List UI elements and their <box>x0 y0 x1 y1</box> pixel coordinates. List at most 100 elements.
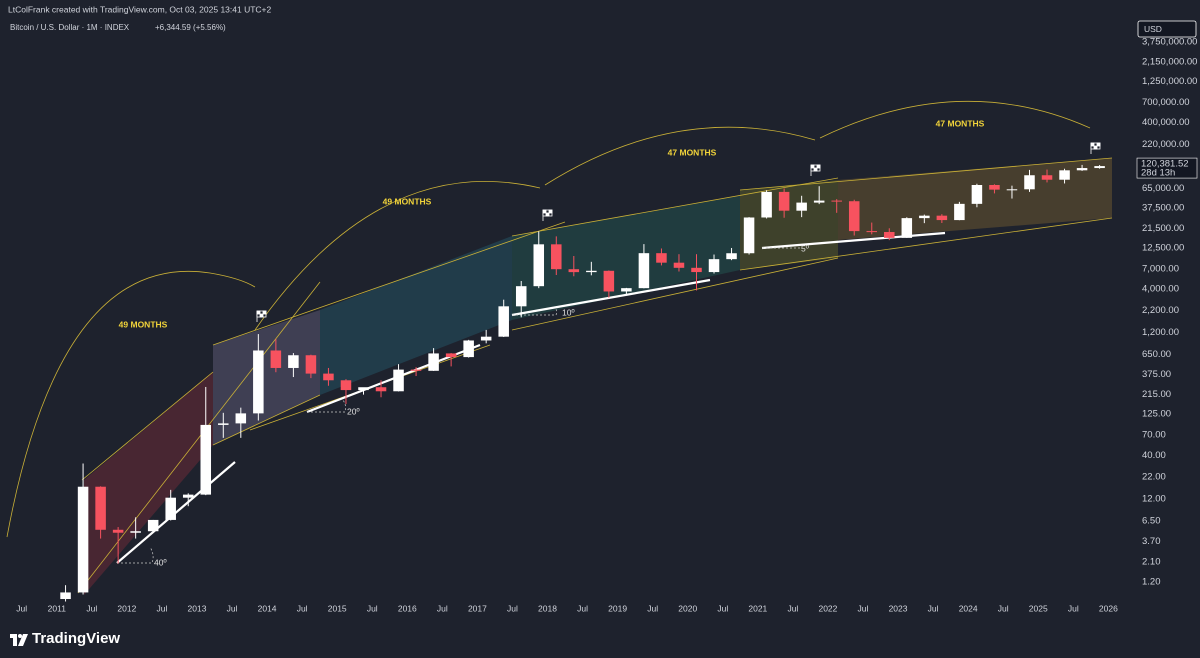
y-tick-label: 70.00 <box>1142 430 1166 441</box>
price-marker <box>1136 157 1198 179</box>
y-tick-label: 1,200.00 <box>1142 327 1179 338</box>
y-tick-label: 215.00 <box>1142 389 1171 400</box>
logo <box>10 634 28 646</box>
y-tick-label: 375.00 <box>1142 369 1171 380</box>
candle-body <box>901 218 913 238</box>
trend-line <box>116 461 236 564</box>
candle-body <box>480 336 492 341</box>
y-tick-label: 65,000.00 <box>1142 183 1184 194</box>
x-tick-label: Jul <box>297 603 308 613</box>
y-tick-label: 22.00 <box>1142 471 1166 482</box>
candle-body <box>761 191 772 218</box>
y-tick-label: 12.00 <box>1142 493 1166 504</box>
candle-body <box>498 306 509 337</box>
angle-label: 5º <box>801 243 809 253</box>
channel-line <box>511 257 839 331</box>
candle-body <box>410 369 422 371</box>
y-tick-label: 12,500.00 <box>1142 242 1184 253</box>
y-tick-label: 4,000.00 <box>1142 284 1179 295</box>
channel-fill <box>512 196 740 320</box>
y-tick-label: 700,000.00 <box>1142 97 1190 108</box>
candle-body <box>165 497 176 520</box>
candle-body <box>743 217 755 254</box>
x-tick-label: Jul <box>998 603 1009 613</box>
watermark: TradingView <box>32 630 120 647</box>
arc-arrow <box>544 126 816 186</box>
candle-body <box>1006 189 1018 191</box>
y-tick-label: 2,200.00 <box>1142 305 1179 316</box>
angle-marker <box>307 399 347 413</box>
x-tick-label: 2024 <box>959 603 978 613</box>
y-tick-label: 2,150,000.00 <box>1142 56 1197 67</box>
candle-body <box>428 353 439 371</box>
candle-body <box>919 215 930 219</box>
y-tick-label: 3.70 <box>1142 536 1161 547</box>
candle-body <box>182 494 194 498</box>
candle-body <box>147 519 159 532</box>
x-tick-label: 2018 <box>538 603 557 613</box>
x-tick-label: Jul <box>16 603 27 613</box>
x-tick-label: Jul <box>1068 603 1079 613</box>
candle-body <box>796 202 807 211</box>
candle-body <box>200 424 212 495</box>
angle-label: 10º <box>562 307 575 317</box>
channel-fill <box>84 372 213 595</box>
candle-body <box>445 353 457 358</box>
arc-arrow <box>6 271 256 538</box>
candle-body <box>726 253 737 260</box>
x-tick-label: 2016 <box>398 603 417 613</box>
x-tick-label: Jul <box>157 603 168 613</box>
currency-button[interactable] <box>1137 20 1197 38</box>
candle-body <box>515 286 527 307</box>
candle-body <box>1059 170 1070 180</box>
y-tick-label: 220,000.00 <box>1142 139 1190 150</box>
arc-arrow <box>819 100 1091 139</box>
candle-body <box>621 288 632 292</box>
candle-body <box>656 253 667 263</box>
candle-body <box>358 387 369 391</box>
candle-body <box>1076 168 1088 171</box>
candle-body <box>568 269 580 273</box>
x-tick-label: Jul <box>787 603 798 613</box>
currency-label: USD <box>1144 24 1162 34</box>
x-tick-label: 2020 <box>678 603 697 613</box>
channel-line <box>212 221 566 346</box>
channel-line <box>511 177 839 237</box>
x-tick-label: 2013 <box>188 603 207 613</box>
y-tick-label: 6.50 <box>1142 516 1161 527</box>
x-tick-label: 2022 <box>818 603 837 613</box>
candle-body <box>673 262 685 268</box>
candle-body <box>533 244 545 287</box>
price-axis: 1.20 2.10 3.70 6.50 12.00 22.00 40.00 70.00 125.… <box>1142 36 1197 587</box>
candle-body <box>130 531 141 533</box>
x-tick-label: 2014 <box>258 603 277 613</box>
x-tick-label: 2011 <box>48 603 67 613</box>
flag-icon <box>256 310 267 322</box>
candle-body <box>831 200 842 202</box>
candle-body <box>218 423 229 425</box>
price-marker-label: 120,381.52 <box>1141 159 1189 170</box>
x-tick-label: Jul <box>227 603 238 613</box>
candle-body <box>270 350 282 368</box>
channel-line <box>212 394 321 446</box>
candle-body <box>691 267 702 273</box>
x-tick-label: Jul <box>577 603 588 613</box>
y-tick-label: 1,250,000.00 <box>1142 76 1197 87</box>
y-tick-label: 400,000.00 <box>1142 117 1190 128</box>
candle-body <box>305 355 317 374</box>
y-tick-label: 40.00 <box>1142 450 1166 461</box>
candle-body <box>235 413 247 424</box>
x-tick-label: 2023 <box>889 603 908 613</box>
arc-arrow <box>254 181 541 331</box>
candle-body <box>95 486 106 530</box>
candle-body <box>848 201 860 232</box>
candle-body <box>340 380 352 391</box>
x-tick-label: 2012 <box>117 603 136 613</box>
candle-body <box>463 340 474 358</box>
candle-body <box>60 592 71 600</box>
y-tick-label: 3,750,000.00 <box>1142 36 1197 47</box>
price-axis-bg <box>1135 18 1200 600</box>
channel-fill <box>213 310 320 445</box>
